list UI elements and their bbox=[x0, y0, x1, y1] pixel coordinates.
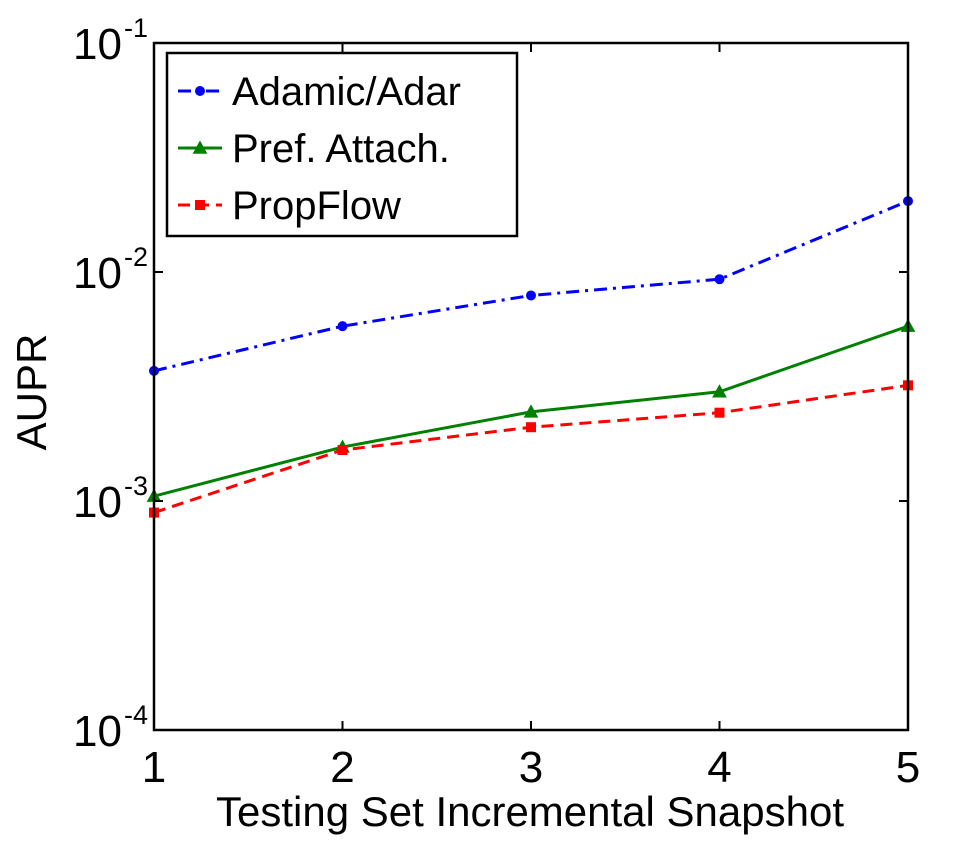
data-point-adamic-adar bbox=[337, 321, 348, 332]
y-tick-label: 10 bbox=[73, 249, 122, 298]
legend-entry-propflow: PropFlow bbox=[178, 184, 401, 228]
legend-entry-pref-attach: Pref. Attach. bbox=[178, 127, 450, 171]
y-tick-label: 10 bbox=[73, 478, 122, 527]
legend-marker-adamic-adar bbox=[195, 86, 205, 96]
data-point-propflow bbox=[337, 444, 348, 455]
legend-label-pref-attach: Pref. Attach. bbox=[232, 127, 450, 171]
y-tick-exponent: -1 bbox=[124, 13, 148, 43]
y-axis-title: AUPR bbox=[8, 334, 55, 451]
y-tick-label: 10 bbox=[73, 707, 122, 756]
x-tick-label: 4 bbox=[707, 743, 731, 792]
legend: Adamic/Adar Pref. Attach. PropFlow bbox=[165, 51, 519, 238]
legend-marker-propflow bbox=[195, 200, 205, 210]
data-point-adamic-adar bbox=[526, 290, 536, 301]
data-point-propflow bbox=[714, 407, 725, 418]
x-tick-label: 2 bbox=[330, 743, 354, 792]
data-point-adamic-adar bbox=[714, 274, 725, 285]
data-point-propflow bbox=[526, 422, 536, 433]
y-tick-labels: 10-110-210-310-4 bbox=[73, 13, 148, 756]
tick-layer bbox=[153, 42, 909, 731]
legend-label-propflow: PropFlow bbox=[232, 184, 401, 228]
x-tick-labels: 1 2 3 4 5 bbox=[142, 743, 920, 792]
legend-box bbox=[165, 51, 519, 238]
x-tick-label: 1 bbox=[142, 743, 166, 792]
legend-label-adamic-adar: Adamic/Adar bbox=[232, 70, 461, 114]
data-point-pref-attach bbox=[712, 384, 727, 398]
x-tick-label: 3 bbox=[519, 743, 543, 792]
y-tick-exponent: -2 bbox=[124, 242, 148, 272]
x-axis-title: Testing Set Incremental Snapshot bbox=[216, 788, 844, 835]
data-point-pref-attach bbox=[523, 404, 539, 418]
y-tick-exponent: -3 bbox=[124, 471, 148, 501]
legend-marker-pref-attach bbox=[192, 140, 208, 154]
series-adamic-adar bbox=[149, 196, 913, 376]
x-tick-label: 5 bbox=[896, 743, 920, 792]
y-tick-label: 10 bbox=[73, 20, 122, 69]
legend-entry-adamic-adar: Adamic/Adar bbox=[178, 70, 461, 114]
y-tick-exponent: -4 bbox=[124, 700, 148, 730]
